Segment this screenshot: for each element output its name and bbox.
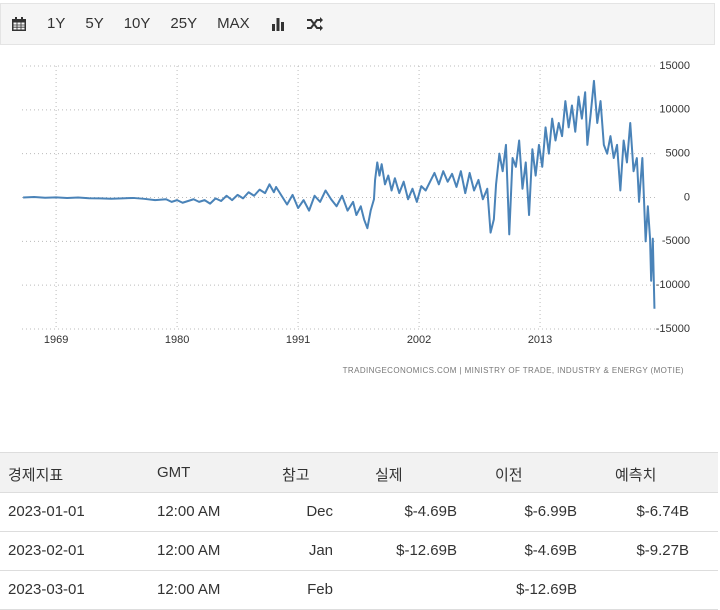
cell-time: 12:00 AM bbox=[157, 542, 221, 559]
row-cells: 2023-02-01 12:00 AM Jan $-12.69B $-4.69B $-9.… bbox=[0, 531, 718, 571]
table-row: 2023-01-01 12:00 AM Dec $-4.69B $-6.99B $-6.7… bbox=[0, 492, 718, 532]
range-button[interactable]: 5Y bbox=[85, 15, 104, 32]
cell-previous: $-6.99B bbox=[524, 503, 577, 520]
y-tick-label: 15000 bbox=[659, 60, 690, 72]
chart: TRADINGECONOMICS.COM | MINISTRY OF TRADE… bbox=[22, 60, 690, 375]
range-buttons: 1Y 5Y 10Y 25Y MAX bbox=[37, 15, 260, 33]
cell-reference: Dec bbox=[306, 503, 333, 520]
cell-date: 2023-02-01 bbox=[8, 542, 85, 559]
x-tick-label: 2013 bbox=[528, 334, 552, 346]
y-tick-label: -15000 bbox=[656, 323, 690, 335]
y-tick-label: 0 bbox=[684, 191, 690, 203]
x-tick-label: 1991 bbox=[286, 334, 310, 346]
toolbar: 1Y 5Y 10Y 25Y MAX bbox=[0, 3, 715, 45]
source-note: TRADINGECONOMICS.COM | MINISTRY OF TRADE… bbox=[343, 366, 684, 375]
y-tick-label: 10000 bbox=[659, 104, 690, 116]
cell-time: 12:00 AM bbox=[157, 503, 221, 520]
table-row: 2023-02-01 12:00 AM Jan $-12.69B $-4.69B $-9.… bbox=[0, 531, 718, 571]
header-row: 경제지표 GMT 참고 실제 이전 예측치 bbox=[0, 452, 718, 493]
column-header: GMT bbox=[157, 464, 191, 481]
range-button[interactable]: 25Y bbox=[170, 15, 198, 32]
cell-time: 12:00 AM bbox=[157, 581, 221, 598]
data-line bbox=[23, 79, 656, 309]
column-header: 이전 bbox=[495, 467, 523, 484]
cell-reference: Jan bbox=[308, 542, 333, 559]
x-tick-label: 1980 bbox=[165, 334, 189, 346]
y-tick-label: 5000 bbox=[666, 148, 690, 160]
cell-forecast: $-9.27B bbox=[636, 542, 689, 559]
row-cells: 2023-01-01 12:00 AM Dec $-4.69B $-6.99B $-6.7… bbox=[0, 492, 718, 532]
cell-actual: $-4.69B bbox=[404, 503, 457, 520]
bar-chart-icon[interactable] bbox=[270, 16, 286, 32]
calendar-icon[interactable] bbox=[11, 16, 27, 32]
cell-date: 2023-03-01 bbox=[8, 581, 85, 598]
cell-actual: $-12.69B bbox=[396, 542, 457, 559]
column-header: 예측치 bbox=[615, 467, 657, 484]
column-header: 실제 bbox=[375, 467, 403, 484]
y-tick-label: -10000 bbox=[656, 279, 690, 291]
shuffle-icon[interactable] bbox=[306, 16, 324, 32]
table-row: 2023-03-01 12:00 AM Feb $-12.69B bbox=[0, 570, 718, 610]
calendar-table: 경제지표 GMT 참고 실제 이전 예측치 2023-01-01 12:00 AM Dec $-4… bbox=[0, 452, 718, 610]
row-cells: 2023-03-01 12:00 AM Feb $-12.69B bbox=[0, 570, 718, 610]
range-button[interactable]: 10Y bbox=[123, 15, 151, 32]
column-header: 경제지표 bbox=[8, 467, 64, 484]
x-tick-label: 1969 bbox=[44, 334, 68, 346]
y-tick-label: -5000 bbox=[662, 235, 690, 247]
column-header: 참고 bbox=[282, 467, 310, 484]
cell-previous: $-4.69B bbox=[524, 542, 577, 559]
cell-forecast: $-6.74B bbox=[636, 503, 689, 520]
cell-previous: $-12.69B bbox=[516, 581, 577, 598]
x-tick-label: 2002 bbox=[407, 334, 431, 346]
range-button[interactable]: 1Y bbox=[47, 15, 66, 32]
cell-date: 2023-01-01 bbox=[8, 503, 85, 520]
cell-reference: Feb bbox=[307, 581, 333, 598]
range-button[interactable]: MAX bbox=[217, 15, 250, 32]
